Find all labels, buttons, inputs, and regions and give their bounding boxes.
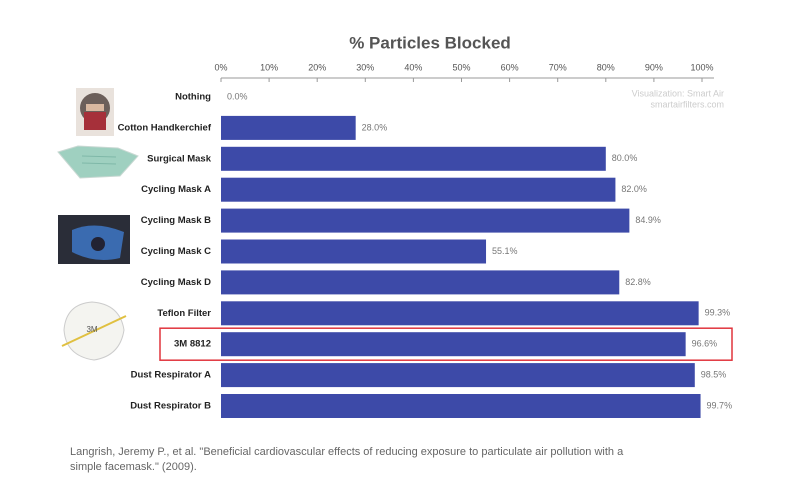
bar [221,363,695,388]
y-tick-label: Cotton Handkerchief [118,122,212,133]
y-tick-label: Nothing [175,92,211,103]
y-tick-label: Cycling Mask C [141,246,211,257]
x-tick-label: 80% [597,62,615,72]
y-tick-label: Surgical Mask [147,153,212,164]
y-tick-label: Cycling Mask D [141,277,211,288]
x-tick-label: 60% [501,62,519,72]
value-label: 99.3% [705,308,731,318]
bar [221,270,620,295]
bar [221,239,487,264]
y-tick-label: Cycling Mask A [141,184,211,195]
x-tick-label: 50% [452,62,470,72]
value-label: 55.1% [492,246,518,256]
bar [221,332,686,357]
photo-cycling-mask [58,215,130,264]
photo-surgical-mask [57,145,139,179]
value-label: 98.5% [701,369,727,379]
value-label: 96.6% [692,339,718,349]
photo-balaclava [76,88,114,136]
bar [221,301,699,326]
bar [221,177,616,202]
value-label: 0.0% [227,91,248,101]
svg-text:3M: 3M [86,325,97,334]
y-tick-label: Dust Respirator B [130,401,211,412]
x-tick-label: 90% [645,62,663,72]
x-tick-label: 70% [549,62,567,72]
citation: Langrish, Jeremy P., et al. "Beneficial … [70,446,624,458]
bar [221,115,356,140]
chart-title: % Particles Blocked [349,33,511,52]
x-tick-label: 30% [356,62,374,72]
highlight-box [159,327,733,361]
x-tick-label: 20% [308,62,326,72]
photo-respirator: 3M [61,301,127,361]
bar [221,394,701,418]
bar [221,146,606,171]
citation: simple facemask." (2009). [70,461,197,473]
watermark: Visualization: Smart Air [632,88,724,98]
watermark: smartairfilters.com [650,99,724,109]
y-tick-label: Teflon Filter [157,308,211,319]
value-label: 82.8% [625,277,651,287]
bar [221,208,630,233]
value-label: 82.0% [621,184,647,194]
x-tick-label: 10% [260,62,278,72]
value-label: 84.9% [635,215,661,225]
x-tick-label: 100% [690,62,713,72]
y-tick-label: 3M 8812 [174,339,211,350]
value-label: 99.7% [707,400,733,410]
x-tick-label: 0% [214,62,227,72]
y-tick-label: Cycling Mask B [141,215,211,226]
value-label: 80.0% [612,153,638,163]
value-label: 28.0% [362,122,388,132]
x-tick-label: 40% [404,62,422,72]
y-tick-label: Dust Respirator A [131,370,212,381]
